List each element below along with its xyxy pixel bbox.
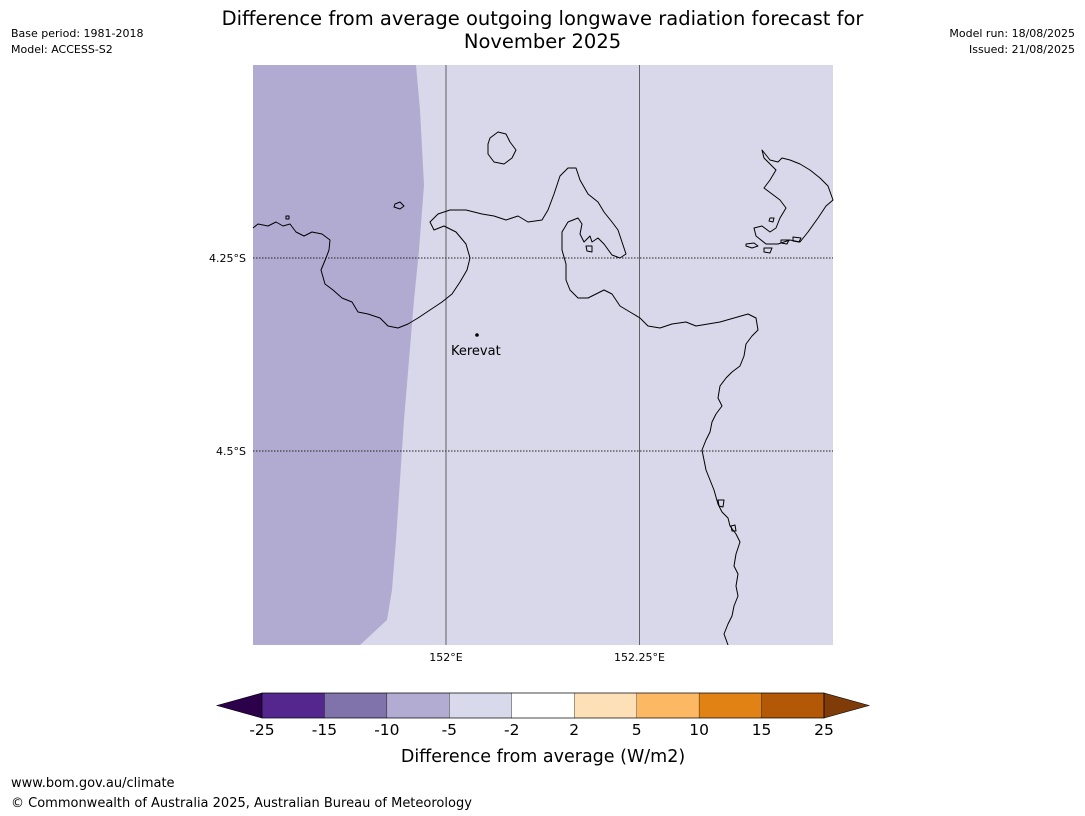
colorbar-outline xyxy=(261,692,825,719)
island-north xyxy=(487,131,517,165)
colorbar-extend-low xyxy=(215,692,263,719)
colorbar-ticks: -25 -15 -10 -5 -2 2 5 10 15 25 xyxy=(249,721,834,739)
lon-label-152e: 152°E xyxy=(429,651,462,664)
colorbar-tick-label: -5 xyxy=(442,721,457,739)
colorbar-extend-high xyxy=(823,692,871,719)
colorbar-bin xyxy=(698,692,762,719)
metadata-right: Model run: 18/08/2025 Issued: 21/08/2025 xyxy=(949,26,1075,58)
islet-a xyxy=(393,201,405,210)
colorbar-tick-label: -15 xyxy=(312,721,337,739)
colorbar-bin xyxy=(261,692,325,719)
metadata-left: Base period: 1981-2018 Model: ACCESS-S2 xyxy=(11,26,143,58)
colorbar-bin xyxy=(511,692,575,719)
colorbar-tick-label: 5 xyxy=(632,721,642,739)
colorbar-tick-label: -2 xyxy=(504,721,519,739)
colorbar-bin xyxy=(386,692,450,719)
base-period-text: Base period: 1981-2018 xyxy=(11,27,144,40)
lat-label-4-5s: 4.5°S xyxy=(216,445,246,458)
islet-c xyxy=(763,247,773,254)
colorbar-bin xyxy=(574,692,637,719)
islet-h xyxy=(285,215,290,220)
colorbar-tick-label: -25 xyxy=(249,721,274,739)
kerevat-label: Kerevat xyxy=(451,344,501,359)
coastlines xyxy=(252,131,834,646)
coastline-northeast xyxy=(753,149,834,245)
colorbar-bin xyxy=(324,692,388,719)
grid-lines xyxy=(253,65,833,645)
title-line-2: November 2025 xyxy=(463,30,622,53)
islet-g xyxy=(585,245,593,253)
islet-j xyxy=(730,524,737,532)
colorbar-tick-label: 10 xyxy=(689,721,709,739)
islet-f xyxy=(768,217,775,223)
issued-text: Issued: 21/08/2025 xyxy=(968,43,1075,56)
map-title: Difference from average outgoing longwav… xyxy=(140,7,945,53)
footer-copyright: © Commonwealth of Australia 2025, Austra… xyxy=(11,796,472,811)
lon-label-152-25e: 152.25°E xyxy=(614,651,665,664)
title-line-1: Difference from average outgoing longwav… xyxy=(221,7,864,30)
colorbar-tick-label: 15 xyxy=(752,721,772,739)
colorbar-bin xyxy=(449,692,512,719)
colorbar-tick-label: 25 xyxy=(814,721,834,739)
kerevat-marker xyxy=(475,333,479,337)
islet-e xyxy=(792,236,802,243)
colorbar-title: Difference from average (W/m2) xyxy=(401,747,685,767)
colorbar-bins xyxy=(215,692,871,719)
colorbar-tick-label: 2 xyxy=(569,721,579,739)
footer: www.bom.gov.au/climate © Commonwealth of… xyxy=(11,774,472,814)
colorbar-bin xyxy=(636,692,700,719)
islet-d xyxy=(780,239,790,245)
islet-i xyxy=(717,499,725,508)
coastline-main xyxy=(252,167,759,646)
model-run-text: Model run: 18/08/2025 xyxy=(949,27,1075,40)
anomaly-area-dark xyxy=(253,65,424,645)
colorbar-tick-label: -10 xyxy=(374,721,399,739)
islet-b xyxy=(745,242,759,249)
footer-url: www.bom.gov.au/climate xyxy=(11,776,175,791)
model-text: Model: ACCESS-S2 xyxy=(11,43,113,56)
colorbar-bin xyxy=(761,692,825,719)
lat-label-4-25s: 4.25°S xyxy=(209,252,246,265)
